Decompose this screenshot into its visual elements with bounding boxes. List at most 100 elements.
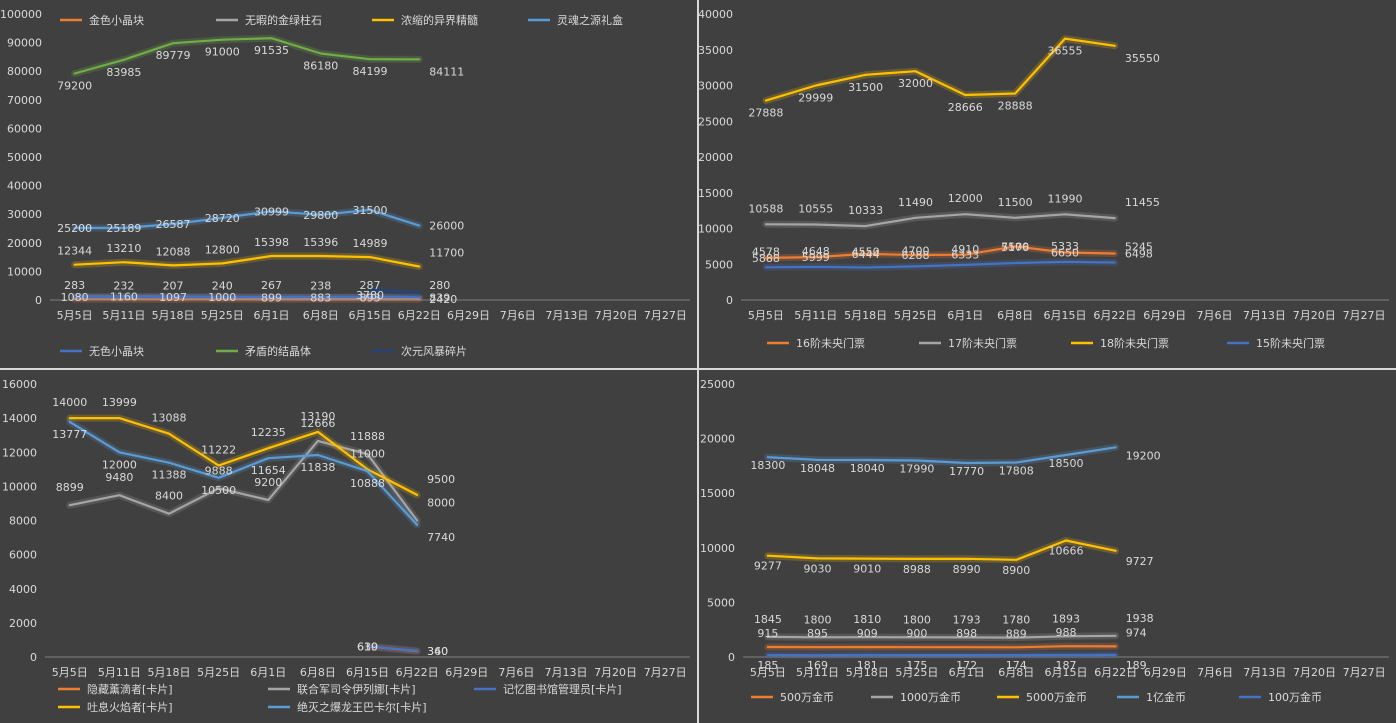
data-label: 6444 [852, 248, 880, 261]
data-label: 8988 [903, 563, 931, 576]
data-label: 28888 [998, 99, 1033, 112]
data-label: 169 [807, 659, 828, 672]
chart-gold: 0 5000 10000 15000 20000 25000 5月5日 5月11日 5月18日 5… [700, 378, 1389, 704]
data-label: 175 [906, 659, 927, 672]
data-label: 18048 [800, 462, 835, 475]
y-tick-label: 35000 [699, 44, 733, 57]
legend-label: 1000万金币 [900, 690, 961, 704]
data-label: 6498 [1125, 248, 1153, 261]
data-label: 1810 [853, 613, 881, 626]
y-tick-label: 15000 [700, 487, 735, 500]
y-tick-label: 12000 [2, 446, 37, 459]
data-label: 18040 [850, 462, 885, 475]
data-label: 1780 [1002, 614, 1030, 627]
data-label: 7740 [427, 531, 455, 544]
data-label: 17808 [999, 465, 1034, 478]
y-tick-label: 25000 [700, 378, 735, 391]
series-line [766, 645, 1117, 649]
data-label: 187 [1056, 659, 1077, 672]
data-label: 89779 [156, 49, 191, 62]
legend-label: 次元风暴碎片 [401, 344, 467, 358]
x-tick-label: 5月11日 [796, 666, 839, 679]
data-label: 189 [1126, 659, 1147, 672]
data-label: 10666 [1049, 545, 1084, 558]
data-label: 28666 [948, 101, 983, 114]
data-label: 909 [857, 627, 878, 640]
data-label: 4550 [852, 245, 880, 258]
data-label: 10333 [848, 204, 883, 217]
data-label: 30999 [254, 205, 289, 218]
vertical-divider [697, 0, 699, 723]
series-line [73, 254, 421, 268]
x-tick-label: 5月11日 [794, 309, 837, 322]
horizontal-divider [0, 368, 1396, 370]
x-tick-label: 7月27日 [644, 666, 687, 679]
data-label: 185 [757, 659, 778, 672]
data-label: 889 [1006, 627, 1027, 640]
y-tick-label: 20000 [7, 237, 42, 250]
x-tick-label: 7月20日 [1293, 666, 1336, 679]
data-label: 5333 [1051, 240, 1079, 253]
x-tick-label: 6月8日 [300, 666, 336, 679]
data-label: 6288 [901, 249, 929, 262]
data-label: 8990 [953, 563, 981, 576]
y-tick-label: 20000 [699, 151, 733, 164]
data-label: 29999 [798, 92, 833, 105]
series-line [764, 37, 1116, 102]
data-label: 11500 [998, 196, 1033, 209]
data-label: 240 [212, 279, 233, 292]
x-tick-label: 6月29日 [1144, 666, 1187, 679]
data-label: 630 [357, 640, 378, 653]
data-label: 238 [310, 279, 331, 292]
data-label: 4700 [901, 244, 929, 257]
x-tick-label: 6月15日 [346, 666, 389, 679]
x-tick-label: 6月1日 [254, 309, 290, 322]
data-label: 11222 [201, 444, 236, 457]
y-tick-label: 5000 [707, 596, 735, 609]
x-tick-label: 7月13日 [1243, 666, 1286, 679]
x-tick-label: 5月18日 [148, 666, 191, 679]
chart-panel-cards: 0 2000 4000 6000 8000 10000 12000 14000 16000 5月5… [0, 370, 697, 723]
x-tick-label: 7月27日 [644, 309, 687, 322]
y-tick-label: 2000 [9, 617, 37, 630]
data-label: 11000 [350, 447, 385, 460]
x-tick-label: 5月5日 [57, 309, 93, 322]
legend-label: 绝灭之爆龙王巴卡尔[卡片] [297, 700, 427, 714]
x-tick-label: 7月13日 [545, 309, 588, 322]
data-label: 5245 [1125, 240, 1153, 253]
data-label: 9010 [853, 563, 881, 576]
y-tick-label: 80000 [7, 65, 42, 78]
legend-label: 无暇的金绿柱石 [245, 13, 322, 27]
x-tick-label: 7月6日 [500, 309, 536, 322]
series-line [68, 420, 419, 526]
legend-label: 金色小晶块 [89, 13, 144, 27]
data-label: 14989 [353, 237, 388, 250]
data-label: 5888 [752, 252, 780, 265]
data-label: 9888 [205, 464, 233, 477]
y-tick-label: 0 [35, 294, 42, 307]
legend-label: 吐息火焰者[卡片] [87, 700, 173, 714]
y-tick-label: 90000 [7, 37, 42, 50]
data-label: 84111 [429, 65, 464, 78]
data-label: 91535 [254, 44, 289, 57]
y-tick-label: 0 [728, 651, 735, 664]
x-tick-label: 6月22日 [398, 309, 441, 322]
x-tick-label: 5月25日 [894, 309, 937, 322]
x-tick-label: 7月27日 [1343, 666, 1386, 679]
x-tick-label: 5月5日 [748, 309, 784, 322]
x-tick-label: 6月29日 [445, 666, 488, 679]
data-label: 207 [163, 279, 184, 292]
data-label: 1800 [804, 613, 832, 626]
chart-panel-materials: 0 10000 20000 30000 40000 50000 60000 70000 8000… [0, 0, 697, 368]
x-tick-label: 6月1日 [949, 666, 985, 679]
data-label: 267 [261, 279, 282, 292]
y-tick-label: 30000 [699, 80, 733, 93]
data-label: 232 [113, 279, 134, 292]
data-label: 4578 [752, 245, 780, 258]
data-label: 29800 [303, 209, 338, 222]
data-label: 283 [64, 279, 85, 292]
series-line [73, 208, 421, 230]
chart-cards: 0 2000 4000 6000 8000 10000 12000 14000 16000 5月5… [2, 378, 690, 714]
data-label: 9480 [105, 471, 133, 484]
data-label: 280 [429, 279, 450, 292]
